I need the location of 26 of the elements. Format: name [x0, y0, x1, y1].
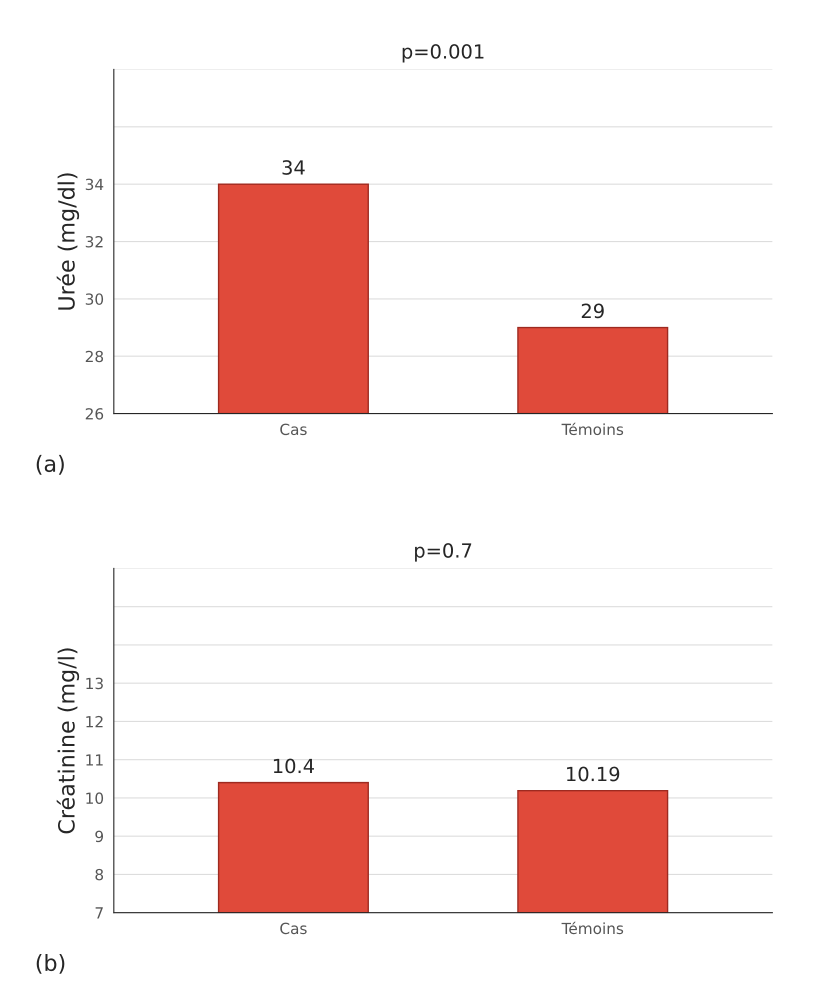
data-label: 29 — [582, 304, 604, 318]
data-label: 10.19 — [567, 766, 620, 782]
y-axis-title: Créatinine (mg/l) — [56, 648, 80, 834]
text: p=0.7 — [415, 543, 472, 562]
y-tick-label: 10 — [86, 792, 104, 804]
data-label: 34 — [282, 160, 305, 175]
y-tick-label: 28 — [86, 350, 104, 362]
y-tick-label: 26 — [86, 408, 104, 420]
x-tick-label: Cas — [280, 424, 307, 436]
x-tick-label: Cas — [280, 922, 307, 934]
y-tick-label: 7 — [96, 907, 103, 918]
x-tick-label: Témoins — [562, 422, 624, 436]
y-tick-label: 13 — [86, 678, 103, 690]
data-label: 10.4 — [274, 758, 314, 774]
y-axis-title: Urée (mg/dl) — [56, 173, 80, 310]
y-tick-label: 9 — [95, 830, 104, 842]
y-tick-label: 12 — [86, 716, 103, 728]
text: (b) — [36, 954, 64, 974]
text: p=0.001 — [402, 44, 484, 63]
text: (a) — [36, 454, 64, 475]
y-tick-label: 11 — [86, 754, 103, 766]
y-tick-label: 32 — [86, 236, 103, 248]
y-tick-label: 30 — [86, 293, 104, 305]
x-tick-label: Témoins — [562, 922, 624, 934]
y-tick-label: 34 — [86, 178, 104, 190]
y-tick-label: 8 — [95, 868, 104, 880]
